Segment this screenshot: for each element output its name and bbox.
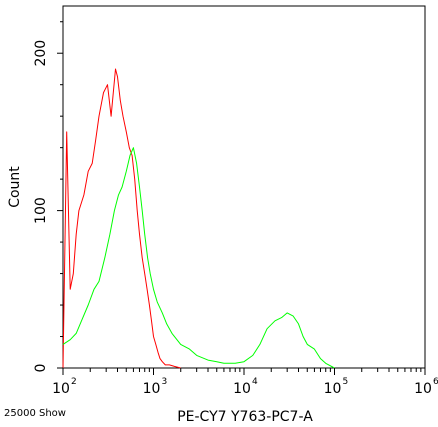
- x-axis-label: PE-CY7 Y763-PC7-A: [177, 409, 313, 425]
- x-tick-exponent: 4: [252, 377, 258, 387]
- y-axis-ticks: 0 100 200: [33, 21, 63, 373]
- y-axis-label: Count: [7, 166, 23, 208]
- y-tick-label: 0: [33, 364, 49, 373]
- x-tick-exponent: 2: [71, 377, 77, 387]
- series-line-1: [62, 68, 181, 369]
- x-tick-label: 10 6: [414, 377, 438, 397]
- y-tick-label: 200: [33, 40, 49, 67]
- x-tick-label: 10 3: [143, 377, 168, 397]
- x-tick-label: 10 5: [324, 377, 349, 397]
- y-tick-label: 100: [33, 197, 49, 224]
- series-layer: [62, 68, 335, 369]
- x-tick-base: 10: [52, 381, 70, 397]
- series-line-2: [62, 147, 335, 369]
- x-tick-base: 10: [143, 381, 161, 397]
- x-tick-label: 10 4: [233, 377, 258, 397]
- x-tick-base: 10: [233, 381, 251, 397]
- x-tick-base: 10: [324, 381, 342, 397]
- x-tick-base: 10: [414, 381, 432, 397]
- event-count-footer: 25000 Show: [4, 408, 66, 419]
- x-tick-label: 10 2: [52, 377, 77, 397]
- plot-frame: [62, 5, 426, 369]
- x-tick-exponent: 5: [343, 377, 349, 387]
- x-tick-exponent: 3: [162, 377, 168, 387]
- x-tick-exponent: 6: [433, 377, 438, 387]
- x-axis-ticks: 10 2 10 3 10 4 10 5 10 6: [52, 368, 438, 397]
